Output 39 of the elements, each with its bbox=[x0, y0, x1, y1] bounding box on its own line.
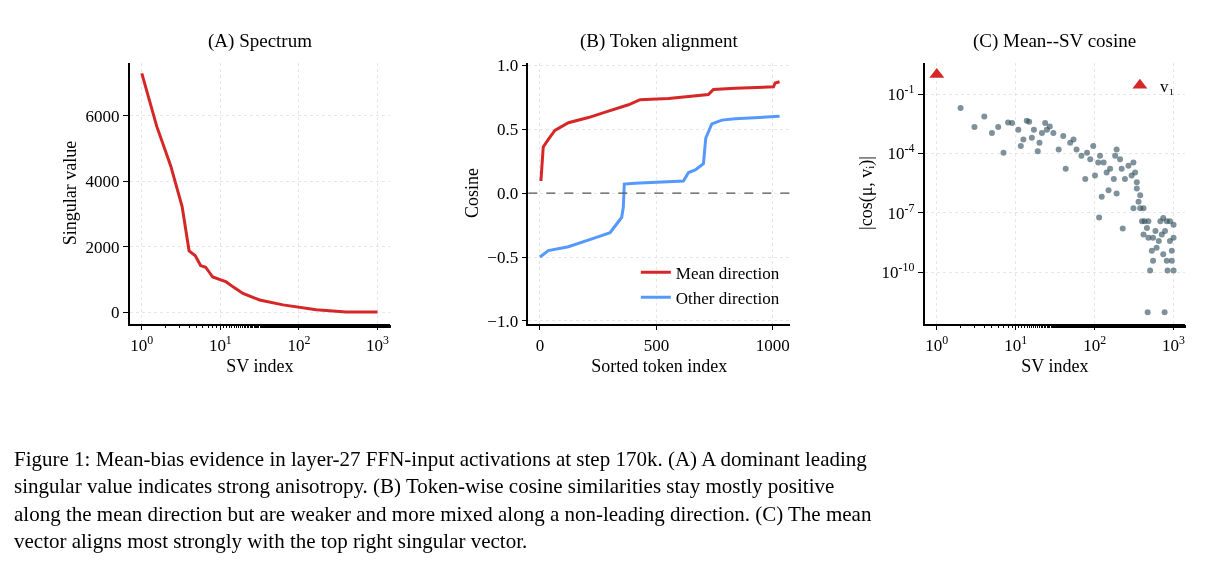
caption: Figure 1: Mean-bias evidence in layer-27 FFN-input activations at step 170k. (A) A dominant leading singular value indicates strong anisotropy. (B) Token-wise cosine similarities stay mostly positive along the mean direction but are weaker and more mixed along a non-leading direction. (C) The mean vector aligns most strongly with the top right singular vector. bbox=[14, 447, 872, 553]
y-tick-label: 4000 bbox=[85, 172, 120, 192]
x-tick-label: 10$^{1}$ bbox=[1004, 332, 1028, 355]
y-tick-label: 0 bbox=[110, 303, 120, 323]
y-tick-label: 10$^{-4}$ bbox=[887, 141, 915, 164]
x-tick-label: 10$^{2}$ bbox=[287, 332, 311, 355]
chart-title: (B) Token alignment bbox=[580, 30, 739, 52]
x-axis-title: SV index bbox=[1021, 356, 1089, 377]
y-tick-label: 10$^{-10}$ bbox=[881, 259, 915, 283]
y-tick-label: 6000 bbox=[85, 106, 120, 126]
y-axis-title: Cosine bbox=[462, 168, 483, 219]
y-axis-title: Singular value bbox=[60, 140, 81, 246]
y-tick-label: 10$^{-7}$ bbox=[887, 200, 915, 223]
x-axis-title: SV index bbox=[226, 356, 294, 377]
line-series bbox=[539, 80, 782, 183]
x-tick-label: 10$^{1}$ bbox=[208, 332, 232, 355]
y-tick-label: 2000 bbox=[85, 237, 120, 257]
x-tick-label: 500 bbox=[643, 335, 670, 355]
y-tick-label: 1.0 bbox=[496, 56, 519, 76]
x-tick-label: 10$^{0}$ bbox=[925, 332, 949, 355]
x-tick-label: 10$^{2}$ bbox=[1083, 332, 1107, 355]
x-tick-label: 10$^{3}$ bbox=[1162, 332, 1186, 355]
x-tick-label: 10$^{0}$ bbox=[130, 332, 154, 355]
x-axis-title: Sorted token index bbox=[591, 356, 728, 377]
legend-label: v₁ bbox=[1159, 76, 1175, 96]
chart-title: (A) Spectrum bbox=[208, 30, 313, 52]
y-tick-label: 10$^{-1}$ bbox=[887, 82, 915, 105]
y-tick-label: −0.5 bbox=[487, 247, 519, 267]
x-tick-label: 0 bbox=[535, 335, 545, 355]
y-tick-label: 0.5 bbox=[496, 120, 519, 140]
y-tick-label: 0.0 bbox=[496, 183, 519, 203]
legend-label: Other direction bbox=[675, 288, 780, 308]
legend-label: Mean direction bbox=[675, 263, 780, 283]
x-tick-label: 1000 bbox=[755, 335, 790, 355]
line-series bbox=[538, 114, 782, 259]
y-axis-title: |cos(μ, vᵢ)| bbox=[856, 156, 878, 230]
x-tick-label: 10$^{3}$ bbox=[365, 332, 389, 355]
y-tick-label: −1.0 bbox=[487, 311, 519, 331]
chart-title: (C) Mean--SV cosine bbox=[973, 30, 1137, 52]
